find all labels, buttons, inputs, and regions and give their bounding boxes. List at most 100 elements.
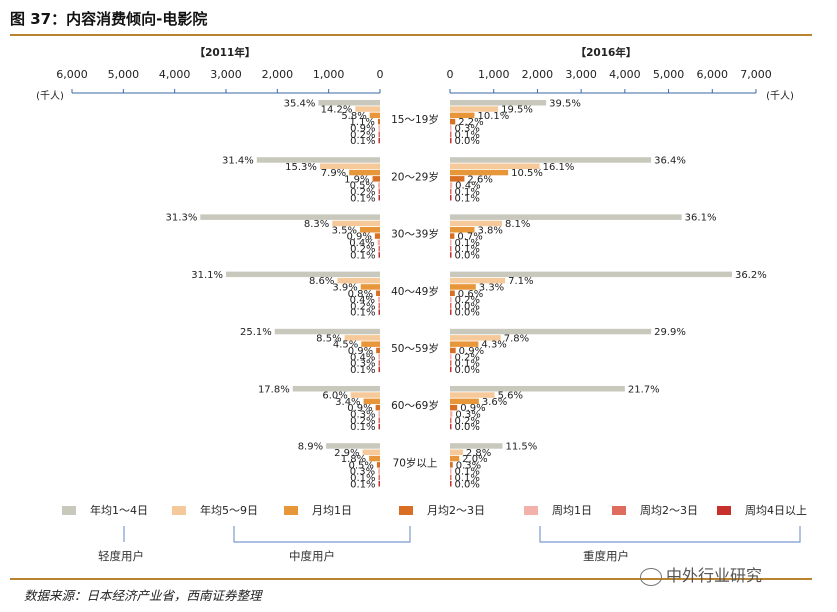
data-label-2016: 0.0% [455,308,480,319]
bar-2011 [363,398,380,405]
bar-2011 [378,296,380,303]
bar-2016 [450,481,452,487]
data-label-2016: 0.0% [455,422,480,433]
unit-label-left: (千人) [36,90,64,102]
data-label-2016: 0.1% [455,473,480,484]
data-label-2011: 0.1% [350,193,375,204]
data-label-2011: 0.1% [350,422,375,433]
data-label-2016: 0.2% [455,416,480,427]
data-label-2011: 4.5% [333,340,358,351]
bar-2011 [369,112,380,119]
legend-item: 月均1日 [284,502,352,518]
data-label-2011: 17.8% [258,384,290,395]
bar-2016 [450,296,452,303]
tick-label-2016: 2,000 [522,68,554,81]
data-label-2016: 2.2% [458,117,483,128]
legend-item: 周均1日 [524,502,592,518]
bar-2011 [378,188,380,195]
tick-label-2016: 7,000 [740,68,772,81]
data-label-2011: 3.9% [332,283,357,294]
data-label-2011: 3.5% [332,225,357,236]
data-label-2011: 25.1% [240,327,272,338]
data-label-2016: 11.5% [505,442,537,453]
source-note: 数据来源：日本经济产业省，西南证券整理 [24,588,262,603]
bar-2011 [326,443,380,449]
bar-2011 [378,195,380,201]
category-label: 30～39岁 [391,228,439,241]
data-label-2016: 8.1% [505,219,530,230]
bar-2011 [372,176,380,182]
data-label-2016: 0.9% [460,403,485,414]
bar-2016 [450,423,452,430]
bracket-label-heavy: 重度用户 [583,549,629,563]
bar-2016 [450,100,547,106]
bar-2011 [378,354,380,360]
data-label-2011: 31.3% [166,213,198,224]
bar-2016 [450,354,452,360]
legend-swatch [524,505,538,515]
data-label-2011: 35.4% [284,98,316,109]
bar-2016 [450,309,452,315]
data-label-2011: 31.4% [222,156,254,167]
panel-title-2011: 【2011年】 [195,46,256,59]
data-label-2011: 0.5% [350,181,375,192]
data-label-2016: 7.1% [508,276,533,287]
data-label-2011: 8.5% [316,333,341,344]
title-rule [10,34,812,36]
data-label-2011: 7.9% [321,168,346,179]
legend-item: 周均2～3日 [612,502,698,518]
data-label-2016: 36.2% [735,270,767,281]
bar-2011 [377,118,380,125]
legend-label: 周均2～3日 [640,504,698,517]
bar-2011 [378,125,380,131]
data-label-2011: 8.6% [309,276,334,287]
tick-label-2016: 0 [447,68,454,81]
bar-2011 [377,239,380,246]
tick-label-2011: 6,000 [56,68,88,81]
legend-label: 年均1～4日 [90,504,148,517]
bar-2011 [369,455,380,462]
legend-swatch [612,505,626,515]
tick-label-2016: 4,000 [609,68,641,81]
bar-2016 [450,239,452,246]
bar-2011 [378,303,380,309]
data-label-2016: 36.1% [685,213,717,224]
bar-2011 [359,227,380,233]
bar-2011 [349,169,380,176]
data-label-2016: 19.5% [501,105,533,116]
bar-2016 [450,169,509,176]
legend-label: 周均1日 [552,504,592,517]
category-label: 20～29岁 [391,170,439,183]
legend-swatch [62,505,76,515]
bar-2016 [450,277,506,284]
data-label-2016: 0.1% [455,244,480,255]
data-label-2011: 2.9% [334,448,359,459]
bottom-rule [10,578,812,580]
bar-2016 [450,411,453,417]
data-label-2011: 0.1% [350,308,375,319]
bar-2011 [378,309,380,315]
data-label-2011: 0.2% [350,244,375,255]
legend-swatch [399,505,413,515]
data-label-2016: 0.7% [457,232,482,243]
data-label-2016: 2.8% [466,448,491,459]
data-label-2011: 0.3% [350,359,375,370]
bracket-heavy [539,526,801,543]
bar-2016 [450,233,455,239]
bar-2011 [378,366,380,373]
bar-2011 [350,392,380,398]
bar-2016 [450,443,503,449]
legend-item: 月均2～3日 [399,502,485,518]
data-label-2016: 0.1% [455,238,480,249]
category-label: 15～19岁 [391,113,439,126]
bar-2016 [450,303,452,309]
legend-label: 年均5～9日 [200,504,258,517]
data-label-2016: 0.1% [455,359,480,370]
data-label-2011: 0.3% [350,410,375,421]
bar-2016 [450,462,453,468]
data-label-2016: 10.1% [477,111,509,122]
legend-item: 周均4日以上 [717,502,807,518]
category-label: 70岁以上 [393,456,438,469]
bar-2016 [450,227,475,233]
